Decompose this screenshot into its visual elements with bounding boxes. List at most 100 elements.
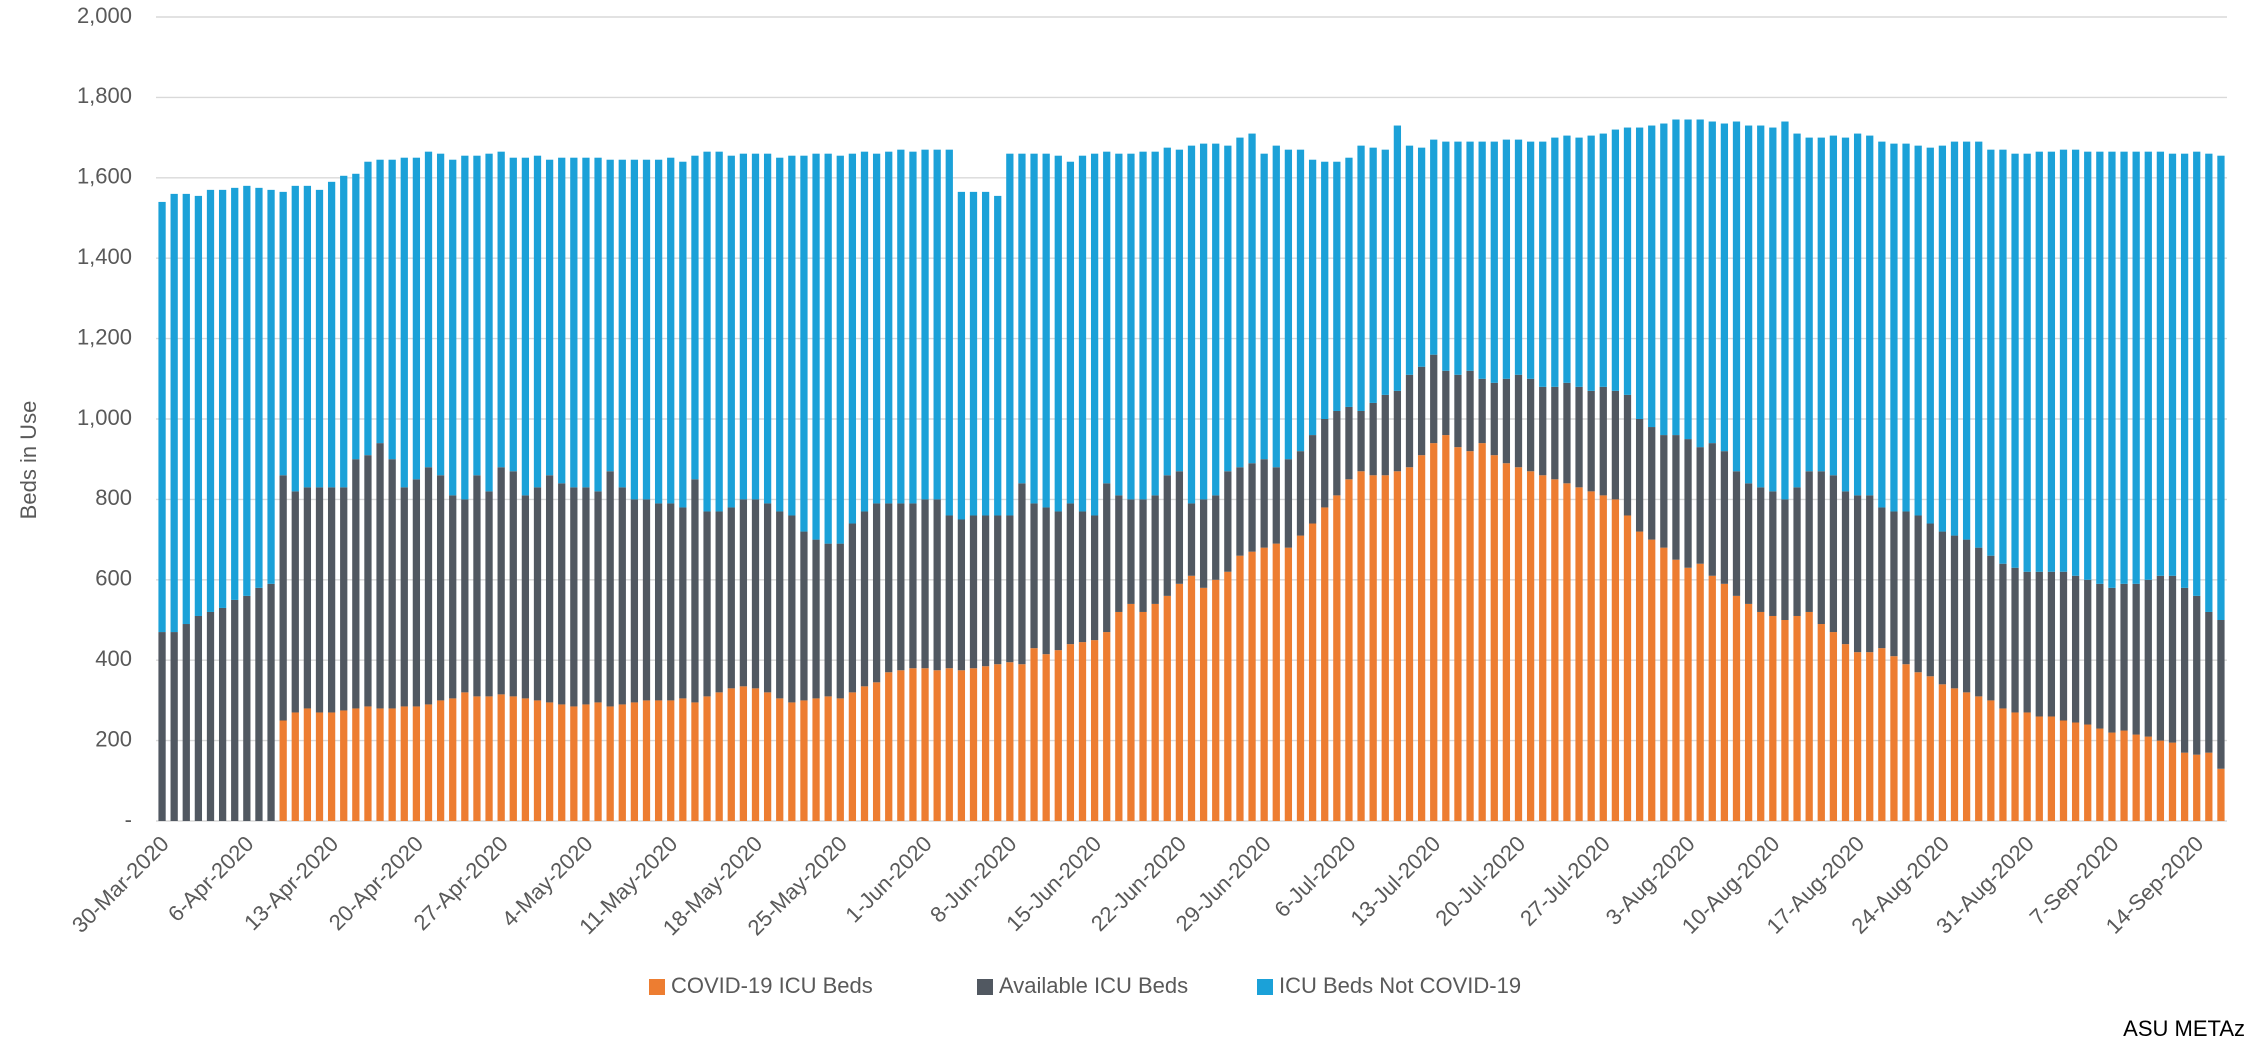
bar-segment	[969, 515, 978, 669]
bar-segment	[558, 483, 566, 705]
source-note: ASU METAz	[2123, 1016, 2245, 1041]
bar-segment	[1066, 161, 1075, 504]
bar-segment	[751, 499, 760, 689]
bar-segment	[1514, 374, 1523, 468]
bar-segment	[1660, 547, 1668, 821]
bar-segment	[1793, 487, 1801, 616]
bar-segment	[2084, 151, 2092, 580]
bar-segment	[1490, 141, 1498, 383]
bar-segment	[2023, 571, 2031, 713]
bar-segment	[1502, 463, 1511, 821]
bar-segment	[981, 515, 990, 667]
bar-segment	[1938, 531, 1947, 685]
bar-segment	[1781, 620, 1789, 821]
bar-segment	[2205, 611, 2213, 753]
bar-segment	[727, 155, 735, 508]
bar-segment	[824, 543, 832, 697]
bar-segment	[2011, 153, 2019, 568]
bar-segment	[2168, 153, 2177, 576]
bar-segment	[885, 503, 893, 673]
bar-segment	[545, 702, 554, 821]
bar-segment	[1744, 125, 1753, 484]
bar-segment	[485, 696, 493, 821]
bar-segment	[2168, 575, 2177, 743]
bar-segment	[1648, 125, 1656, 428]
bar-segment	[1793, 615, 1801, 821]
bar-segment	[1999, 149, 2007, 564]
bar-segment	[1272, 145, 1280, 468]
bar-segment	[1296, 451, 1305, 536]
bar-segment	[727, 507, 735, 689]
bar-segment	[170, 632, 178, 821]
bar-segment	[1405, 145, 1414, 375]
bar-segment	[1442, 370, 1450, 436]
bar-segment	[436, 475, 445, 701]
bar-segment	[739, 686, 748, 821]
bar-segment	[1066, 503, 1075, 645]
bar-segment	[1539, 386, 1547, 476]
bar-segment	[1345, 157, 1353, 407]
bar-segment	[449, 698, 457, 821]
bar-segment	[1163, 147, 1171, 476]
bar-segment	[909, 668, 917, 821]
bar-segment	[2120, 730, 2128, 821]
bar-segment	[1817, 624, 1825, 821]
bar-segment	[2156, 151, 2165, 576]
bar-segment	[848, 523, 857, 693]
bar-segment	[2096, 583, 2104, 729]
y-tick-label: 600	[95, 566, 132, 591]
bar-segment	[1127, 499, 1135, 604]
bar-segment	[751, 153, 760, 500]
bar-segment	[376, 708, 384, 821]
legend-label: ICU Beds Not COVID-19	[1279, 973, 1521, 998]
bar-segment	[1381, 149, 1389, 395]
bar-segment	[691, 702, 699, 821]
bar-segment	[570, 157, 578, 488]
bar-segment	[1962, 141, 1971, 540]
bar-segment	[243, 595, 251, 821]
bar-segment	[2144, 151, 2152, 580]
bar-segment	[630, 499, 639, 703]
bar-segment	[545, 475, 554, 703]
bar-segment	[1417, 455, 1426, 821]
bar-segment	[1018, 153, 1026, 484]
bar-segment	[2205, 153, 2213, 612]
bar-segment	[1648, 427, 1656, 540]
bar-segment	[1684, 119, 1692, 440]
bar-segment	[352, 173, 360, 460]
bar-segment	[1502, 378, 1511, 464]
bar-segment	[436, 700, 445, 821]
bar-segment	[1272, 543, 1280, 821]
bar-segment	[1393, 390, 1402, 472]
bar-segment	[2071, 722, 2080, 821]
bar-segment	[1284, 149, 1293, 460]
bar-segment	[1078, 642, 1087, 821]
bar-segment	[1526, 471, 1535, 821]
bar-segment	[1272, 467, 1280, 544]
bar-segment	[1187, 575, 1196, 821]
bar-segment	[1878, 648, 1886, 821]
bar-segment	[1163, 475, 1171, 596]
bar-segment	[1236, 137, 1244, 468]
bar-segment	[473, 696, 481, 821]
bar-segment	[2168, 742, 2177, 821]
bar-segment	[1611, 129, 1620, 391]
bar-segment	[1454, 141, 1462, 375]
bar-segment	[509, 157, 517, 472]
bar-segment	[1926, 523, 1934, 677]
bar-segment	[194, 615, 203, 821]
bar-segment	[194, 195, 203, 616]
bar-segment	[788, 155, 796, 516]
bar-segment	[1454, 374, 1462, 448]
bar-segment	[1417, 147, 1426, 367]
y-tick-label: 1,600	[77, 164, 132, 189]
bar-segment	[1623, 515, 1632, 821]
bar-segment	[291, 185, 299, 492]
bar-segment	[1648, 539, 1656, 821]
bar-segment	[2047, 716, 2056, 821]
bar-segment	[243, 185, 251, 596]
bar-segment	[255, 187, 263, 588]
bar-segment	[1030, 648, 1038, 821]
bar-segment	[2144, 736, 2152, 821]
bar-segment	[533, 700, 542, 821]
